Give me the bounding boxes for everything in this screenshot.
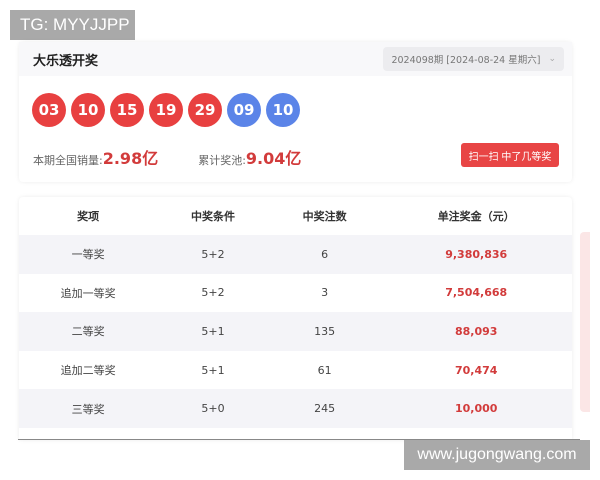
prize-amount: 70,474 bbox=[454, 363, 498, 377]
winner-count: 245 bbox=[268, 389, 381, 428]
prize-condition: 5+2 bbox=[157, 235, 269, 274]
draw-result-card: 大乐透开奖 2024098期 [2024-08-24 星期六] ⌄ 03 10 … bbox=[19, 42, 572, 182]
prize-condition: 5+1 bbox=[157, 312, 269, 351]
chevron-down-icon: ⌄ bbox=[548, 54, 556, 64]
divider bbox=[18, 439, 580, 440]
prize-name: 三等奖 bbox=[19, 389, 158, 428]
issue-select-value: 2024098期 [2024-08-24 星期六] bbox=[391, 55, 541, 66]
prize-amount: 88,093 bbox=[380, 312, 572, 351]
prize-condition: 5+1 bbox=[201, 363, 225, 377]
table-header: 奖项 中奖条件 中奖注数 单注奖金（元） bbox=[19, 197, 572, 235]
front-ball: 10 bbox=[71, 93, 105, 127]
sales-value: 2.98亿 bbox=[102, 149, 159, 168]
prize-amount: 9,380,836 bbox=[380, 235, 572, 274]
back-ball: 09 bbox=[227, 93, 261, 127]
front-ball: 29 bbox=[188, 93, 222, 127]
prize-name: 追加一等奖 bbox=[60, 286, 116, 300]
header-amount: 单注奖金（元） bbox=[437, 210, 515, 223]
watermark-bottom: www.jugongwang.com bbox=[404, 440, 590, 470]
table-row: 三等奖 5+0 245 10,000 bbox=[19, 389, 572, 428]
front-ball: 15 bbox=[110, 93, 144, 127]
header-condition: 中奖条件 bbox=[191, 210, 236, 223]
card-title: 大乐透开奖 bbox=[33, 53, 99, 69]
prize-table-card: 奖项 中奖条件 中奖注数 单注奖金（元） 一等奖 5+2 6 9,380,836 追加一… bbox=[19, 197, 572, 440]
pool-value: 9.04亿 bbox=[245, 149, 302, 168]
issue-select[interactable]: 2024098期 [2024-08-24 星期六] ⌄ bbox=[383, 47, 564, 71]
back-ball: 10 bbox=[266, 93, 300, 127]
prize-amount: 7,504,668 bbox=[445, 286, 508, 300]
prize-name: 追加二等奖 bbox=[60, 364, 116, 378]
table-row: 追加一等奖 5+2 3 7,504,668 bbox=[19, 274, 572, 313]
scan-prize-button[interactable]: 扫一扫 中了几等奖 bbox=[461, 143, 559, 167]
winner-count: 135 bbox=[268, 312, 381, 351]
front-ball: 19 bbox=[149, 93, 183, 127]
pool-label: 累计奖池: bbox=[198, 154, 246, 167]
prize-name: 二等奖 bbox=[19, 312, 158, 351]
winner-count: 6 bbox=[268, 235, 381, 274]
winner-count: 3 bbox=[321, 286, 329, 300]
prize-amount: 10,000 bbox=[380, 389, 572, 428]
table-row: 追加二等奖 5+1 61 70,474 bbox=[19, 351, 572, 390]
header-prize: 奖项 bbox=[77, 210, 100, 223]
winning-numbers: 03 10 15 19 29 09 10 bbox=[32, 93, 300, 127]
winner-count: 61 bbox=[317, 363, 332, 377]
draw-stats: 本期全国销量: 2.98亿 累计奖池: 9.04亿 bbox=[33, 145, 341, 169]
side-panel-edge bbox=[580, 232, 590, 412]
prize-condition: 5+2 bbox=[201, 286, 225, 300]
table-row: 一等奖 5+2 6 9,380,836 bbox=[19, 235, 572, 274]
card-header: 大乐透开奖 2024098期 [2024-08-24 星期六] ⌄ bbox=[19, 42, 572, 76]
prize-condition: 5+0 bbox=[157, 389, 269, 428]
header-count: 中奖注数 bbox=[302, 210, 347, 223]
prize-name: 一等奖 bbox=[19, 235, 158, 274]
watermark-top: TG: MYYJJPP bbox=[10, 10, 135, 40]
front-ball: 03 bbox=[32, 93, 66, 127]
sales-label: 本期全国销量: bbox=[33, 154, 103, 167]
table-row: 二等奖 5+1 135 88,093 bbox=[19, 312, 572, 351]
prize-table: 奖项 中奖条件 中奖注数 单注奖金（元） 一等奖 5+2 6 9,380,836 追加一… bbox=[19, 197, 572, 440]
